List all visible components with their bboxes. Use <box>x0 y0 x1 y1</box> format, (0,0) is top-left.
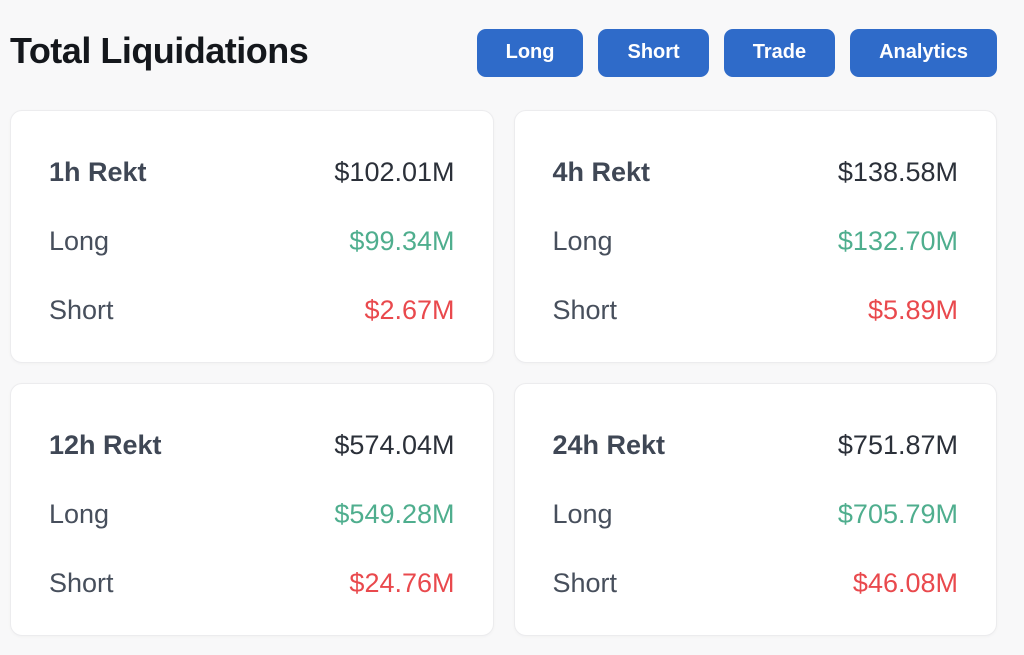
long-button[interactable]: Long <box>476 28 584 77</box>
short-value: $2.67M <box>364 295 455 325</box>
long-value: $705.79M <box>837 499 958 529</box>
card-short-row: Short $5.89M <box>553 295 959 326</box>
short-label: Short <box>552 295 618 325</box>
analytics-button[interactable]: Analytics <box>850 28 997 77</box>
card-long-row: Long $549.28M <box>49 499 455 530</box>
long-label: Long <box>552 226 613 256</box>
card-long-row: Long $99.34M <box>49 226 455 257</box>
total-value: $574.04M <box>334 430 455 460</box>
card-short-row: Short $46.08M <box>553 568 959 599</box>
card-short-row: Short $24.76M <box>49 568 455 599</box>
stat-card-24h: 24h Rekt $751.87M Long $705.79M Short $4… <box>513 383 997 636</box>
period-label: 12h Rekt <box>49 430 162 460</box>
total-value: $751.87M <box>837 430 958 460</box>
long-value: $549.28M <box>334 499 455 529</box>
panel-header: Total Liquidations Long Short Trade Anal… <box>10 0 997 77</box>
long-value: $132.70M <box>837 226 958 256</box>
card-total-row: 4h Rekt $138.58M <box>553 157 959 188</box>
short-label: Short <box>552 568 618 598</box>
card-total-row: 24h Rekt $751.87M <box>553 430 959 461</box>
period-label: 4h Rekt <box>552 157 651 187</box>
stat-card-12h: 12h Rekt $574.04M Long $549.28M Short $2… <box>10 383 494 636</box>
period-label: 1h Rekt <box>49 157 147 187</box>
card-short-row: Short $2.67M <box>49 295 455 326</box>
stat-card-4h: 4h Rekt $138.58M Long $132.70M Short $5.… <box>513 110 997 363</box>
stat-card-grid: 1h Rekt $102.01M Long $99.34M Short $2.6… <box>10 110 997 636</box>
total-value: $102.01M <box>334 157 455 187</box>
stat-card-1h: 1h Rekt $102.01M Long $99.34M Short $2.6… <box>10 110 494 363</box>
long-label: Long <box>49 226 110 256</box>
liquidations-panel: Total Liquidations Long Short Trade Anal… <box>10 0 997 636</box>
total-value: $138.58M <box>837 157 958 187</box>
short-label: Short <box>49 568 114 598</box>
page-title: Total Liquidations <box>10 29 309 71</box>
long-value: $99.34M <box>349 226 455 256</box>
short-value: $24.76M <box>349 568 455 598</box>
trade-button[interactable]: Trade <box>723 28 836 77</box>
card-long-row: Long $705.79M <box>553 499 959 530</box>
long-label: Long <box>49 499 110 529</box>
short-value: $5.89M <box>867 295 958 325</box>
short-value: $46.08M <box>852 568 958 598</box>
card-long-row: Long $132.70M <box>553 226 959 257</box>
short-label: Short <box>49 295 114 325</box>
card-total-row: 1h Rekt $102.01M <box>49 157 455 188</box>
card-total-row: 12h Rekt $574.04M <box>49 430 455 461</box>
short-button[interactable]: Short <box>598 28 709 77</box>
period-label: 24h Rekt <box>552 430 666 460</box>
header-button-row: Long Short Trade Analytics <box>476 28 997 77</box>
long-label: Long <box>552 499 613 529</box>
